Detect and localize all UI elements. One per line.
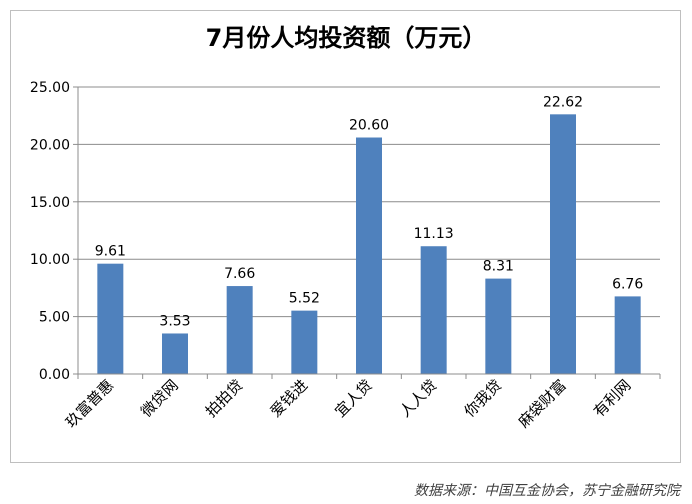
value-label: 9.61 — [95, 244, 126, 260]
category-label: 人人贷 — [396, 376, 441, 421]
category-label: 微贷网 — [137, 376, 182, 421]
bar — [485, 278, 512, 374]
bar — [614, 296, 641, 374]
bar — [162, 333, 188, 374]
value-label: 11.13 — [414, 226, 454, 242]
bar — [420, 246, 447, 374]
bar — [356, 137, 382, 374]
y-tick-label: 10.00 — [30, 252, 70, 268]
axes — [73, 86, 661, 379]
y-tick-label: 5.00 — [39, 310, 70, 326]
y-tick-label: 0.00 — [39, 367, 70, 383]
value-label: 3.53 — [159, 313, 190, 329]
category-label: 玖富普惠 — [62, 376, 117, 431]
y-tick-label: 25.00 — [30, 80, 70, 96]
y-tick-label: 15.00 — [30, 195, 70, 211]
category-label: 你我贷 — [461, 376, 506, 421]
category-label: 麻袋财富 — [515, 376, 570, 431]
value-label: 20.60 — [349, 118, 389, 134]
bars — [97, 114, 641, 375]
value-label: 6.76 — [612, 276, 643, 292]
bar — [97, 263, 124, 374]
chart-title: 7月份人均投资额（万元） — [205, 24, 487, 52]
category-label: 有利网 — [590, 376, 635, 421]
value-label: 22.62 — [543, 94, 583, 110]
bar — [550, 114, 576, 375]
category-label: 宜人贷 — [331, 376, 376, 421]
value-label: 7.66 — [224, 266, 255, 282]
bar — [291, 310, 318, 374]
value-label: 5.52 — [289, 291, 320, 307]
y-tick-label: 20.00 — [30, 137, 70, 153]
category-label: 拍拍贷 — [202, 376, 247, 421]
bar — [226, 286, 253, 374]
category-label: 爱钱进 — [267, 376, 312, 421]
source-note: 数据来源：中国互金协会，苏宁金融研究院 — [414, 483, 680, 499]
value-label: 8.31 — [483, 259, 514, 275]
